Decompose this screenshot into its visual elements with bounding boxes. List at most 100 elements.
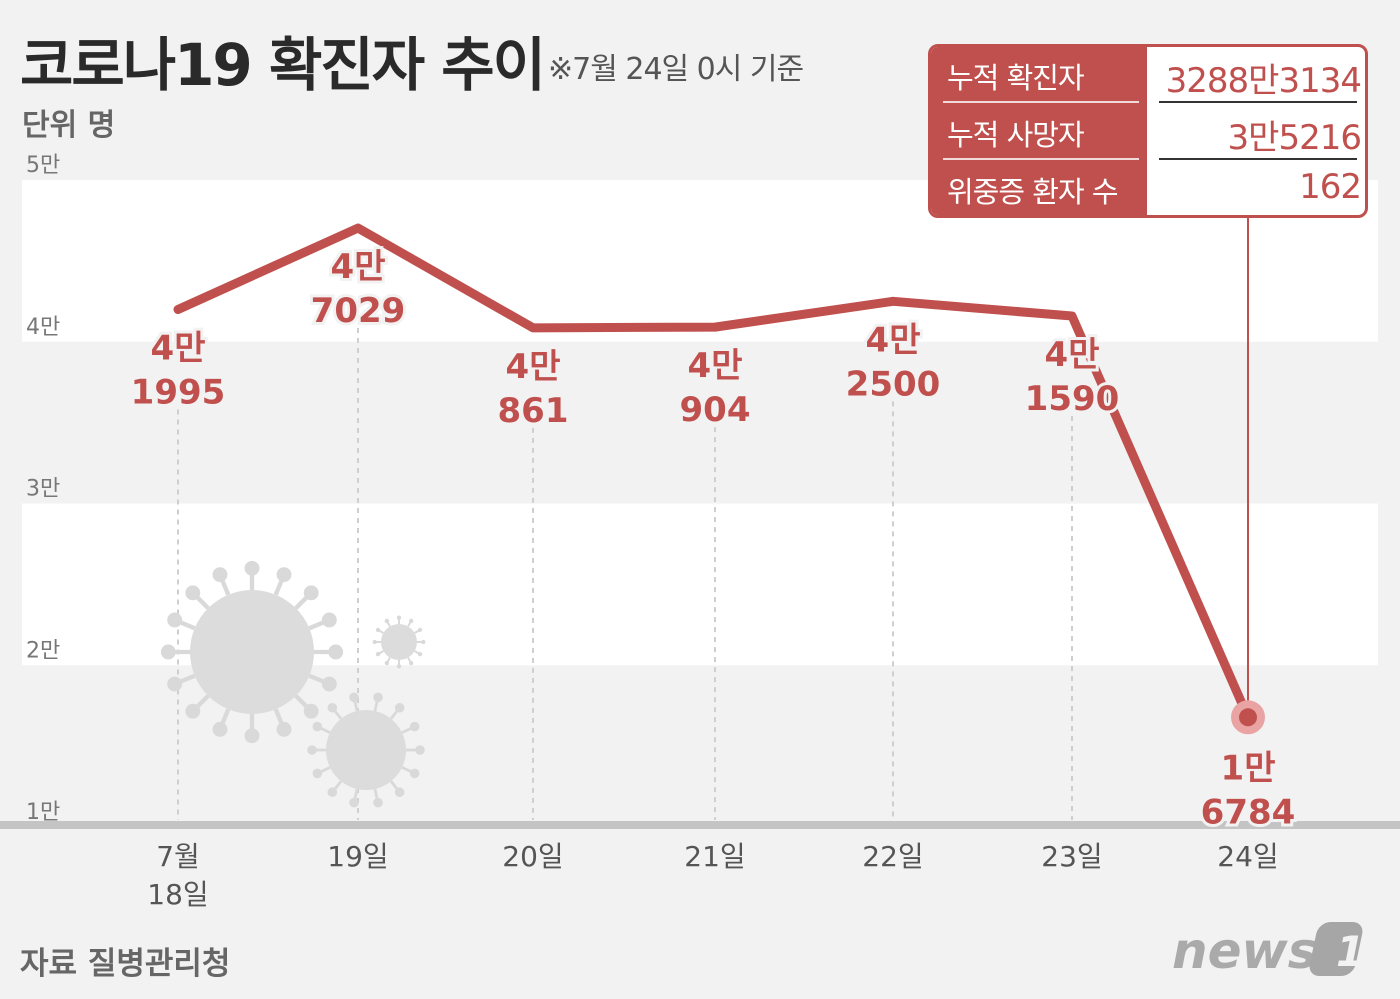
virus-spike-tip — [394, 702, 405, 713]
virus-spike-tip — [303, 703, 319, 719]
virus-spike-tip — [396, 615, 402, 620]
virus-spike-tip — [303, 585, 319, 601]
stat-value: 162 — [1299, 167, 1362, 207]
virus-body — [326, 710, 406, 790]
virus-spike-tip — [417, 651, 423, 657]
logo-text: news — [1172, 922, 1317, 980]
virus-spike-tip — [349, 797, 359, 808]
virus-spike-tip — [396, 664, 402, 669]
virus-spike-tip — [160, 644, 176, 660]
virus-spike-tip — [328, 644, 344, 660]
chart-title: 코로나19 확진자 추이 — [20, 31, 546, 99]
virus-spike-tip — [276, 721, 292, 737]
logo-badge — [1309, 922, 1363, 976]
virus-spike-tip — [307, 745, 317, 755]
virus-spike-tip — [321, 676, 337, 692]
data-label: 4만 — [151, 328, 206, 368]
virus-spike-tip — [384, 660, 390, 666]
virus-spike-tip — [167, 612, 183, 628]
virus-spike-tip — [408, 618, 414, 624]
virus-spike-tip — [212, 567, 228, 583]
x-tick-label: 19일 — [327, 840, 388, 873]
guide-lines — [177, 216, 1249, 820]
data-label: 1590 — [1025, 379, 1120, 419]
virus-spike-tip — [212, 721, 228, 737]
stat-row-cumulative-cases: 누적 확진자 3288만3134 — [931, 47, 1365, 104]
data-label: 1만 — [1221, 748, 1276, 788]
stat-label: 위중증 환자 수 — [947, 175, 1119, 209]
data-label: 2500 — [846, 364, 941, 404]
virus-spike-tip — [327, 787, 338, 798]
row-divider — [943, 158, 1139, 160]
stat-row-cumulative-deaths: 누적 사망자 3만5216 — [931, 104, 1365, 161]
stat-label: 누적 사망자 — [947, 118, 1085, 152]
virus-spike-tip — [185, 703, 201, 719]
data-label: 7029 — [311, 291, 406, 331]
row-divider — [1159, 101, 1357, 103]
virus-icon — [307, 692, 425, 808]
virus-icon — [160, 560, 344, 744]
data-label: 4만 — [331, 247, 386, 287]
data-label: 1995 — [131, 372, 226, 412]
x-tick-label: 20일 — [502, 840, 563, 873]
virus-spike-tip — [185, 585, 201, 601]
stat-value: 3288만3134 — [1165, 61, 1362, 101]
unit-label: 단위 명 — [22, 108, 116, 143]
stat-value: 3만5216 — [1227, 118, 1362, 158]
data-label: 904 — [680, 390, 751, 430]
basis-note: ※7월 24일 0시 기준 — [548, 52, 804, 87]
news1-logo: news 1 — [1172, 922, 1365, 980]
cumulative-stats-panel: 누적 확진자 3288만3134 누적 사망자 3만5216 위중증 환자 수 … — [928, 44, 1368, 218]
virus-spike-tip — [373, 692, 383, 703]
data-label: 4만 — [1045, 335, 1100, 375]
virus-spike-tip — [244, 560, 260, 576]
virus-body — [190, 590, 314, 714]
virus-spike-tip — [384, 618, 390, 624]
x-tick-label: 7월 — [156, 840, 200, 873]
y-tick-label: 2만 — [26, 638, 60, 663]
x-tick-label: 23일 — [1041, 840, 1102, 873]
virus-body — [381, 624, 417, 660]
virus-spike-tip — [417, 627, 423, 633]
data-label: 4만 — [506, 347, 561, 387]
virus-spike-tip — [327, 702, 338, 713]
row-divider — [1159, 158, 1357, 160]
logo-mark: 1 — [1336, 927, 1365, 976]
source-credit: 자료 질병관리청 — [20, 946, 231, 982]
data-label: 861 — [498, 391, 569, 431]
virus-spike-tip — [375, 627, 381, 633]
data-label: 6784 — [1201, 792, 1296, 832]
virus-spike-tip — [394, 787, 405, 798]
data-label: 4만 — [688, 346, 743, 386]
virus-spike-tip — [372, 639, 377, 645]
virus-spike-tip — [409, 768, 420, 779]
y-tick-label: 3만 — [26, 477, 60, 502]
y-tick-label: 1만 — [26, 800, 60, 825]
virus-spike-tip — [312, 768, 323, 779]
virus-spike-tip — [375, 651, 381, 657]
virus-spike-tip — [321, 612, 337, 628]
virus-spike-tip — [409, 721, 420, 732]
y-axis: 1만 2만 3만 4만 5만 — [26, 153, 60, 825]
y-tick-label: 5만 — [26, 153, 60, 178]
virus-spike-tip — [349, 692, 359, 703]
highlight-point — [1239, 708, 1257, 727]
stat-row-critical-patients: 위중증 환자 수 162 — [931, 161, 1365, 215]
virus-spike-tip — [421, 639, 426, 645]
virus-spike-tip — [408, 660, 414, 666]
virus-spike-tip — [244, 728, 260, 744]
row-divider — [943, 101, 1139, 103]
virus-spike-tip — [373, 797, 383, 808]
stats-label-column — [931, 47, 1147, 215]
x-tick-label: 24일 — [1217, 840, 1278, 873]
series-line — [173, 223, 1253, 722]
y-tick-label: 4만 — [26, 315, 60, 340]
virus-spike-tip — [312, 721, 323, 732]
x-axis: 7월 18일 19일 20일 21일 22일 23일 24일 — [147, 840, 1278, 911]
virus-spike-tip — [276, 567, 292, 583]
virus-spike-tip — [415, 745, 425, 755]
virus-icon — [372, 615, 426, 669]
virus-spike-tip — [167, 676, 183, 692]
